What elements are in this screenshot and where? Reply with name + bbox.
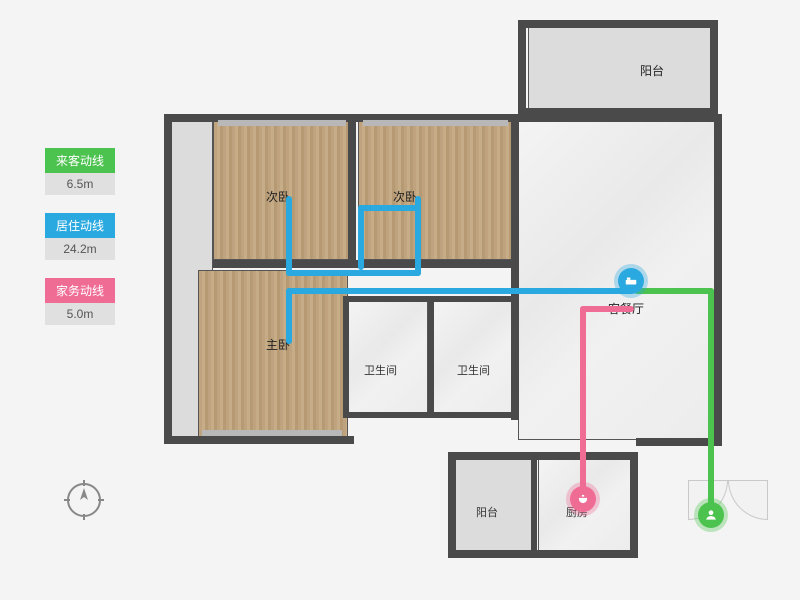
room-bath1 [348, 300, 428, 415]
wall [714, 114, 722, 444]
path-segment [634, 288, 714, 294]
legend: 来客动线 6.5m 居住动线 24.2m 家务动线 5.0m [45, 148, 115, 343]
label-bedroom2b: 次卧 [393, 188, 417, 205]
path-segment [286, 270, 421, 276]
wall [448, 550, 638, 558]
wall-accent [202, 430, 342, 436]
label-bath2: 卫生间 [457, 362, 490, 378]
node-live-icon [618, 268, 644, 294]
legend-value: 6.5m [45, 173, 115, 195]
wall [448, 452, 638, 460]
wall [164, 114, 172, 444]
path-segment [286, 196, 292, 276]
room-bedroom2b [358, 120, 513, 260]
room-master [198, 270, 348, 440]
path-segment [580, 306, 634, 312]
wall-accent [218, 120, 346, 126]
path-segment [286, 288, 292, 344]
path-segment [358, 205, 364, 270]
node-chore-icon [570, 486, 596, 512]
wall [428, 296, 434, 416]
path-segment [286, 288, 634, 294]
wall [518, 20, 526, 110]
wall [343, 412, 518, 418]
door-icon [728, 480, 768, 520]
node-guest-icon [698, 502, 724, 528]
legend-value: 24.2m [45, 238, 115, 260]
wall [710, 20, 718, 110]
wall [531, 452, 537, 552]
wall-accent [363, 120, 508, 126]
legend-item-chore: 家务动线 5.0m [45, 278, 115, 325]
wall [213, 260, 518, 268]
path-segment [286, 338, 292, 344]
wall [164, 436, 354, 444]
room-bath2 [433, 300, 518, 415]
legend-label: 来客动线 [45, 148, 115, 173]
legend-value: 5.0m [45, 303, 115, 325]
label-balcony-top: 阳台 [640, 62, 664, 79]
wall [448, 452, 456, 557]
wall [511, 120, 519, 420]
compass-icon [62, 478, 106, 522]
wall [630, 452, 638, 557]
legend-item-guest: 来客动线 6.5m [45, 148, 115, 195]
room-balcony-top [528, 20, 718, 110]
legend-label: 家务动线 [45, 278, 115, 303]
path-segment [358, 205, 421, 211]
floorplan: 阳台 次卧 次卧 客餐厅 主卧 卫生间 卫生间 阳台 厨房 [188, 20, 748, 565]
path-segment [580, 306, 586, 496]
legend-label: 居住动线 [45, 213, 115, 238]
wall [348, 120, 356, 260]
legend-item-live: 居住动线 24.2m [45, 213, 115, 260]
wall [343, 296, 349, 416]
label-bath1: 卫生间 [364, 362, 397, 378]
label-balcony-bot: 阳台 [476, 504, 498, 520]
path-segment [708, 288, 714, 514]
wall [518, 20, 718, 28]
